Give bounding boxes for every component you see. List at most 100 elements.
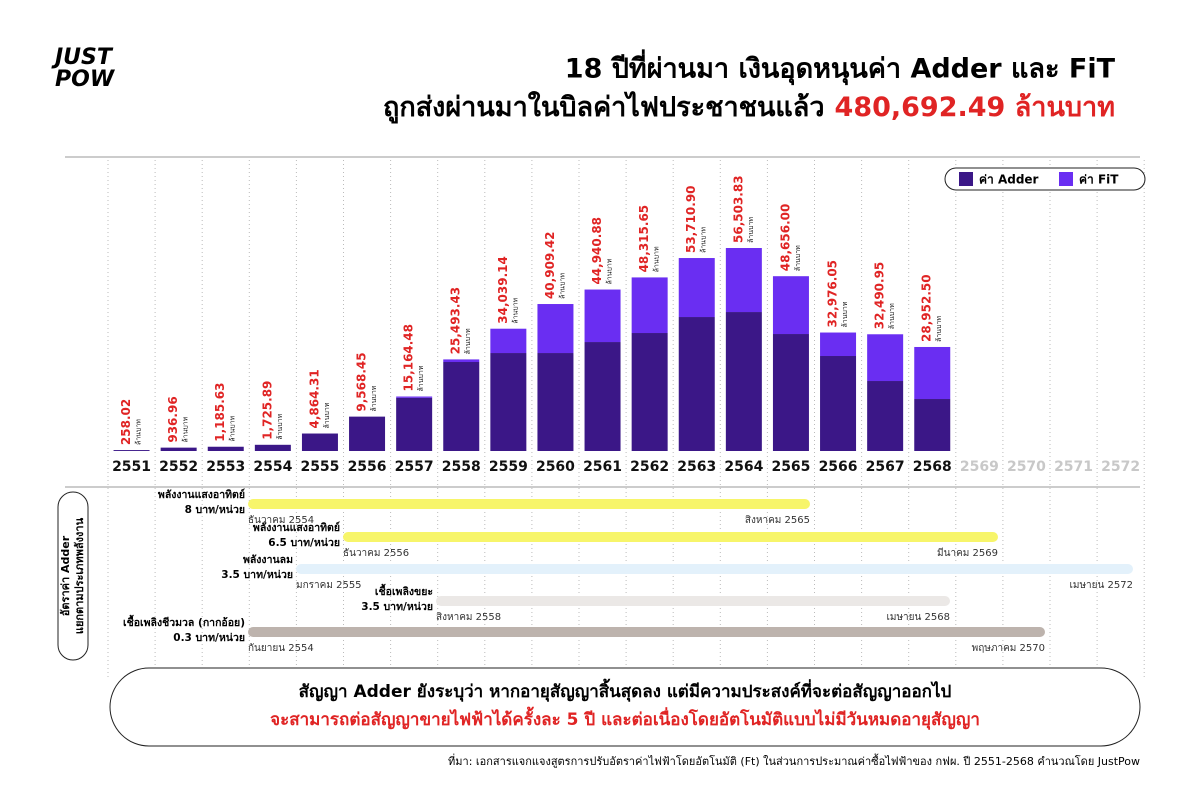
energy-label: เชื้อเพลิงชีวมวล (กากอ้อย) — [123, 614, 245, 629]
value-label: 56,503.83 — [731, 175, 745, 243]
start-date: กันยายน 2554 — [248, 643, 314, 654]
bar-segment — [584, 342, 621, 451]
bar-segment — [820, 356, 857, 451]
end-date: เมษายน 2568 — [886, 612, 950, 623]
x-tick-label: 2560 — [536, 459, 575, 475]
bar-segment — [678, 258, 715, 318]
legend-label: ค่า FiT — [1079, 173, 1119, 187]
x-tick-label: 2558 — [442, 459, 481, 475]
unit-label: ล้านบาท — [700, 227, 708, 253]
bar-segment — [914, 346, 951, 400]
bar-segment — [349, 416, 386, 451]
bar-segment — [772, 276, 809, 335]
value-label: 40,909.42 — [543, 231, 557, 299]
bar-segment — [537, 353, 574, 451]
x-tick-label: 2552 — [159, 459, 198, 475]
bar-segment — [537, 304, 574, 354]
x-tick-label: 2571 — [1054, 459, 1093, 475]
x-tick-label: 2566 — [819, 459, 858, 475]
value-label: 53,710.90 — [684, 185, 698, 253]
unit-label: ล้านบาท — [653, 246, 661, 272]
start-date: มกราคม 2555 — [296, 580, 362, 591]
x-tick-label: 2553 — [206, 459, 245, 475]
unit-label: ล้านบาท — [511, 297, 519, 323]
title: 18 ปีที่ผ่านมา เงินอุดหนุนค่า Adder และ … — [565, 49, 1116, 86]
x-tick-label: 2569 — [960, 459, 999, 475]
side-title: แยกตามประเภทพลังงาน — [73, 517, 86, 634]
bar-segment — [725, 248, 762, 313]
value-label: 25,493.43 — [449, 287, 463, 355]
value-label: 936.96 — [166, 396, 180, 442]
value-label: 28,952.50 — [920, 274, 934, 342]
energy-label: พลังงานแสงอาทิตย์ — [253, 521, 340, 534]
note: จะสามารถต่อสัญญาขายไฟฟ้าได้ครั้งละ 5 ปี … — [270, 706, 980, 730]
rate-label: 0.3 บาท/หน่วย — [173, 632, 245, 644]
bar-segment — [254, 444, 291, 451]
end-date: สิงหาคม 2565 — [745, 515, 810, 526]
value-label: 48,315.65 — [637, 205, 651, 273]
unit-label: ล้านบาท — [229, 415, 237, 441]
x-tick-label: 2570 — [1007, 459, 1046, 475]
side-box — [57, 491, 89, 661]
value-label: 1,185.63 — [213, 383, 227, 442]
note: สัญญา Adder ยังระบุว่า หากอายุสัญญาสิ้นส… — [299, 678, 952, 702]
x-tick-label: 2554 — [253, 459, 292, 475]
end-date: มีนาคม 2569 — [937, 547, 998, 559]
note-box — [109, 667, 1141, 747]
unit-label: ล้านบาท — [135, 419, 143, 445]
value-label: 258.02 — [119, 399, 133, 445]
unit-label: ล้านบาท — [794, 245, 802, 271]
x-tick-label: 2556 — [348, 459, 387, 475]
unit-label: ล้านบาท — [747, 217, 755, 243]
bar-segment — [867, 334, 904, 382]
start-date: สิงหาคม 2558 — [436, 612, 501, 623]
x-tick-label: 2561 — [583, 459, 622, 475]
unit-label: ล้านบาท — [182, 416, 190, 442]
bar-segment — [631, 333, 668, 451]
value-label: 48,656.00 — [778, 204, 792, 272]
x-tick-label: 2559 — [489, 459, 528, 475]
x-tick-label: 2567 — [866, 459, 905, 475]
value-label: 9,568.45 — [355, 352, 369, 411]
end-date: เมษายน 2572 — [1069, 580, 1133, 591]
start-date: ธันวาคม 2554 — [248, 515, 314, 526]
logo: JUST — [51, 45, 114, 70]
legend-box — [944, 167, 1146, 191]
legend-label: ค่า Adder — [979, 173, 1039, 187]
timeline: พลังงานแสงอาทิตย์ 8 บาท/หน่วยธันวาคม 2554… — [123, 488, 1133, 654]
unit-label: ล้านบาท — [417, 365, 425, 391]
bar-segment — [207, 446, 244, 451]
value-label: 1,725.89 — [260, 381, 274, 440]
x-tick-label: 2572 — [1101, 459, 1140, 475]
bar-segment — [820, 332, 857, 357]
unit-label: ล้านบาท — [276, 413, 284, 439]
bar-segment — [113, 450, 150, 451]
bar-segment — [443, 359, 480, 363]
x-tick-label: 2562 — [630, 459, 669, 475]
value-label: 44,940.88 — [590, 217, 604, 285]
energy-label: พลังงานแสงอาทิตย์ — [158, 488, 245, 501]
end-date: พฤษภาคม 2570 — [972, 643, 1045, 654]
energy-label: พลังงานลม — [243, 554, 293, 566]
source: ที่มา: เอกสารแจกแจงสูตรการปรับอัตราค่าไฟ… — [448, 753, 1140, 768]
x-tick-label: 2565 — [771, 459, 810, 475]
value-label: 15,164.48 — [402, 324, 416, 392]
bar-segment — [490, 328, 527, 354]
x-tick-label: 2568 — [913, 459, 952, 475]
value-label: 32,976.05 — [826, 260, 840, 328]
x-tick-label: 2551 — [112, 459, 151, 475]
value-label: 32,490.95 — [873, 262, 887, 330]
unit-label: ล้านบาท — [370, 385, 378, 411]
start-date: ธันวาคม 2556 — [343, 548, 409, 559]
unit-label: ล้านบาท — [558, 273, 566, 299]
bar-segment — [725, 312, 762, 451]
x-tick-label: 2563 — [677, 459, 716, 475]
legend-swatch — [1059, 172, 1073, 186]
rate-label: 8 บาท/หน่วย — [185, 504, 245, 516]
legend-swatch — [959, 172, 973, 186]
x-tick-label: 2555 — [300, 459, 339, 475]
unit-label: ล้านบาท — [464, 328, 472, 354]
rate-label: 6.5 บาท/หน่วย — [268, 537, 340, 549]
bar-segment — [867, 381, 904, 451]
